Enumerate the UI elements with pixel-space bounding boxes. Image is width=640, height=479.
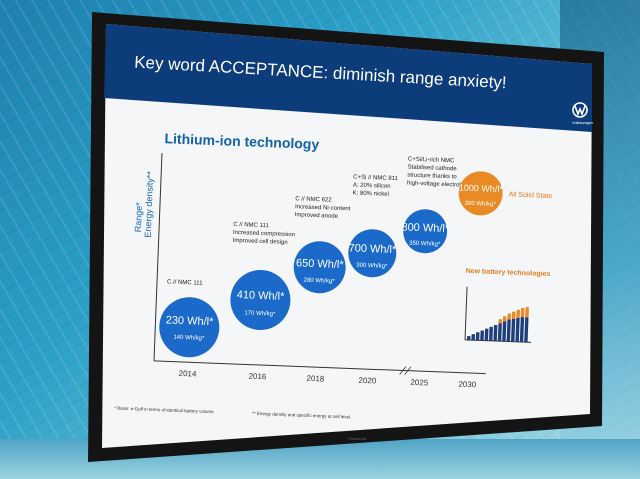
svg-text:high-voltage electrolyte: high-voltage electrolyte: [407, 181, 470, 189]
mini-bar-top: [502, 316, 507, 322]
svg-text:390 Wh/kg*: 390 Wh/kg*: [465, 201, 497, 208]
mini-bar-top: [525, 307, 529, 318]
svg-text:structure thanks to: structure thanks to: [407, 173, 457, 181]
svg-text:410 Wh/l*: 410 Wh/l*: [236, 289, 285, 303]
svg-text:140 Wh/kg*: 140 Wh/kg*: [173, 335, 205, 342]
mini-bar: [519, 316, 525, 343]
svg-text:C+Si/Li-rich NMC: C+Si/Li-rich NMC: [408, 157, 455, 165]
year-2020: 2020: [358, 376, 377, 386]
step-2014: C // NMC 111 230 Wh/l* 140 Wh/kg* 2014: [159, 279, 220, 379]
mini-bar: [467, 335, 471, 341]
solid-state-label: All Solid State: [508, 191, 552, 200]
mini-bar: [475, 332, 480, 341]
mini-bar-top: [507, 313, 512, 320]
svg-text:C+Si // NMC 811: C+Si // NMC 811: [353, 174, 399, 182]
vw-logo-icon: Volkswagen: [572, 102, 593, 125]
step-2018: C // NMC 622 Increased Ni-content Improv…: [293, 196, 351, 384]
mini-bar: [524, 317, 529, 343]
mini-bar: [484, 328, 489, 341]
bubble-2014: [159, 297, 220, 358]
svg-text:280 Wh/kg*: 280 Wh/kg*: [304, 278, 336, 285]
footnote-1: * Basis: e-Golf in terms of identical ba…: [114, 405, 214, 414]
svg-text:Improved cell design: Improved cell design: [233, 238, 288, 246]
svg-text:700 Wh/l*: 700 Wh/l*: [348, 242, 397, 256]
svg-text:C // NMC 622: C // NMC 622: [295, 196, 332, 203]
svg-text:A: 20% silicon: A: 20% silicon: [353, 182, 391, 189]
section-heading: Lithium-ion technology: [164, 130, 319, 152]
year-2018: 2018: [306, 374, 325, 384]
y-axis: [153, 153, 163, 361]
mini-bar: [502, 321, 507, 342]
bubble-2025: [403, 209, 448, 254]
mini-bar: [489, 326, 493, 341]
bubble-2030: [458, 171, 503, 216]
step-2016: C // NMC 111 Increased compression Impro…: [230, 222, 295, 382]
svg-text:Volkswagen: Volkswagen: [572, 120, 593, 125]
mini-bar: [471, 334, 476, 341]
new-battery-chart: New battery technologies: [464, 268, 551, 343]
svg-text:C // NMC 111: C // NMC 111: [233, 222, 269, 229]
year-2016: 2016: [248, 372, 267, 382]
svg-text:170 Wh/kg*: 170 Wh/kg*: [244, 310, 276, 317]
year-2025: 2025: [410, 378, 429, 388]
mini-bar: [493, 324, 498, 342]
mini-bar-top: [498, 319, 503, 324]
svg-text:800 Wh/l*: 800 Wh/l*: [401, 221, 450, 235]
svg-text:K: 80% nickel: K: 80% nickel: [352, 190, 389, 197]
y-axis-label-range: Range*: [133, 202, 144, 233]
svg-text:350 Wh/kg*: 350 Wh/kg*: [409, 241, 441, 248]
mini-bar-top: [516, 309, 521, 318]
axis-break-icon: [399, 366, 412, 375]
step-2030: 1000 Wh/l* 390 Wh/kg* All Solid State 20…: [458, 171, 552, 390]
bubble-2016: [230, 269, 291, 330]
svg-text:1000 Wh/l*: 1000 Wh/l*: [459, 183, 504, 195]
svg-text:230 Wh/l*: 230 Wh/l*: [165, 314, 214, 328]
bubble-2018: [293, 241, 346, 294]
title-bar: [104, 24, 592, 132]
svg-text:Stabilised cathode: Stabilised cathode: [407, 165, 457, 173]
x-axis: [153, 360, 486, 375]
mini-bar-top: [520, 307, 525, 318]
screen: [102, 24, 592, 448]
mini-bar: [480, 330, 484, 341]
step-2020: C+Si // NMC 811 A: 20% silicon K: 80% ni…: [348, 174, 399, 386]
y-axis-label-energy: Energy density**: [143, 170, 156, 237]
svg-text:650 Wh/l*: 650 Wh/l*: [296, 257, 345, 271]
svg-text:Improved anode: Improved anode: [295, 212, 339, 220]
mini-bar-top: [511, 311, 516, 319]
mini-bar: [515, 317, 520, 342]
new-battery-label: New battery technologies: [466, 268, 551, 278]
mini-bar: [497, 323, 502, 342]
mini-bar: [506, 319, 511, 342]
svg-text:C // NMC 111: C // NMC 111: [167, 279, 203, 286]
bubble-2020: [348, 229, 397, 278]
year-2014: 2014: [178, 369, 197, 379]
year-2030: 2030: [458, 380, 477, 390]
svg-text:Increased compression: Increased compression: [233, 230, 295, 238]
svg-text:300 Wh/kg*: 300 Wh/kg*: [356, 263, 388, 270]
monitor-brand: Panasonic: [348, 436, 367, 441]
footnote-2: ** Energy density and specific energy at…: [252, 411, 350, 420]
step-2025: C+Si/Li-rich NMC Stabilised cathode stru…: [401, 157, 470, 388]
svg-text:Increased Ni-content: Increased Ni-content: [295, 204, 351, 212]
mini-bar: [510, 318, 516, 342]
